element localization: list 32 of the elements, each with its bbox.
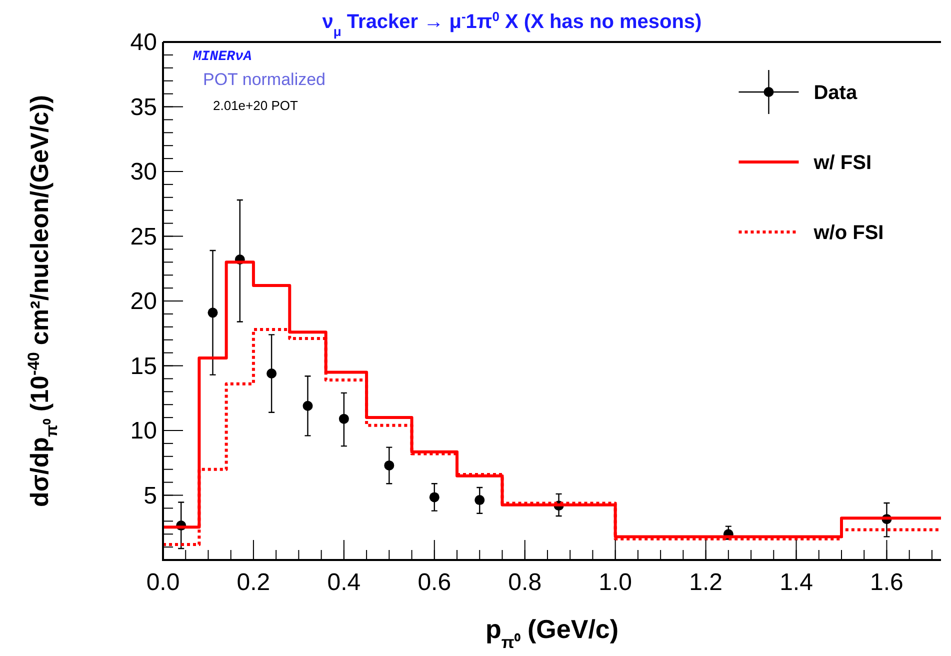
x-tick-label: 0.2 <box>236 569 270 596</box>
y-tick-label: 25 <box>130 223 157 250</box>
x-tick-label: 0.6 <box>418 569 452 596</box>
x-axis-title: p$_{π⁰}$ (GeV/c) <box>485 614 619 652</box>
y-tick-label: 10 <box>130 418 157 444</box>
point <box>384 460 394 470</box>
x-tick-label: 1.6 <box>870 569 904 596</box>
point <box>429 492 440 502</box>
y-tick-label: 20 <box>130 288 157 315</box>
x-tick-label: 0.8 <box>508 569 542 596</box>
y-tick-label: 35 <box>130 94 157 121</box>
x-tick-label: 1.4 <box>780 569 813 596</box>
annotation: 2.01e+20 POT <box>213 98 298 113</box>
point <box>266 368 277 379</box>
x-tick-label: 0.4 <box>327 569 361 596</box>
point <box>302 400 313 411</box>
y-tick-label: 30 <box>130 158 157 186</box>
legend-label: w/ FSI <box>812 152 872 174</box>
point <box>474 495 485 506</box>
point <box>208 308 218 318</box>
y-tick-label: 5 <box>144 482 157 510</box>
legend-label: Data <box>814 82 858 104</box>
x-tick-label: 1.2 <box>689 569 722 596</box>
y-tick-label: 40 <box>130 29 157 56</box>
x-tick-label: 1.0 <box>598 569 632 596</box>
chart-title: ν$_{μ}$ Tracker → μ$^{-}$1π$^{0}$ X (X has no mesons) <box>322 8 702 38</box>
y-tick-label: 15 <box>130 352 157 380</box>
legend-label: w/o FSI <box>812 222 884 244</box>
x-tick-label: 0.0 <box>146 569 180 596</box>
annotation: MINERνA <box>192 49 252 65</box>
point <box>338 414 349 424</box>
annotation: POT normalized <box>203 70 326 89</box>
